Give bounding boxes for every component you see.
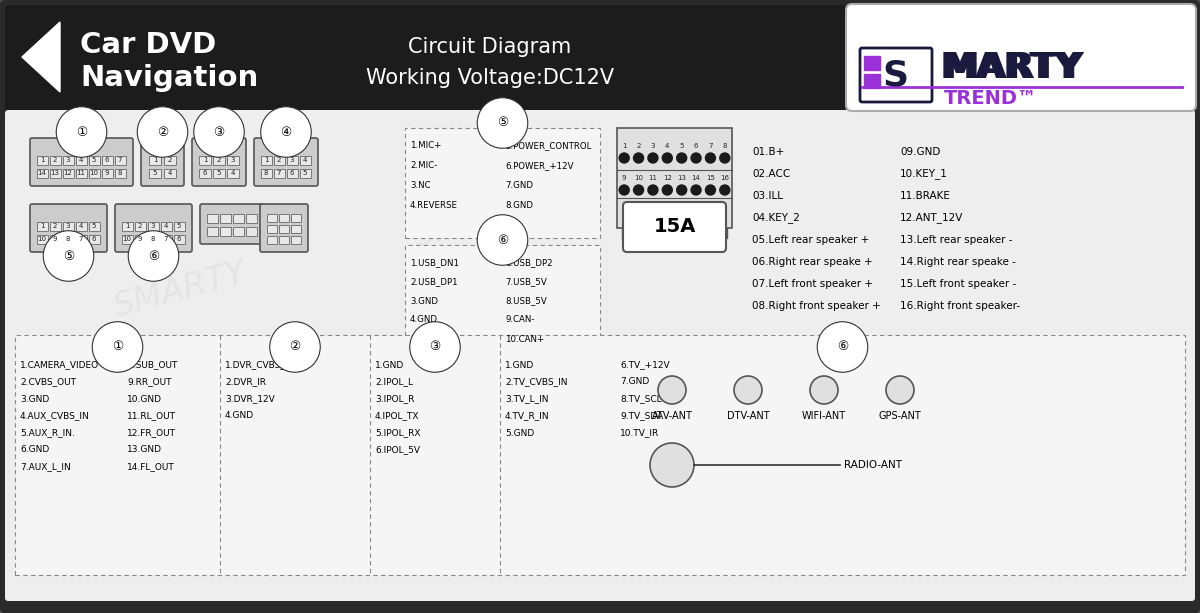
Text: DTV-ANT: DTV-ANT (727, 411, 769, 421)
Bar (220, 214, 230, 223)
Text: 4: 4 (79, 223, 83, 229)
Text: SMARTY: SMARTY (730, 346, 870, 414)
Text: 2: 2 (636, 143, 641, 149)
Text: 3.GND: 3.GND (20, 395, 49, 403)
Circle shape (634, 185, 643, 195)
Text: 4.AUX_CVBS_IN: 4.AUX_CVBS_IN (20, 411, 90, 421)
Bar (406, 245, 600, 360)
Text: 14.FL_OUT: 14.FL_OUT (127, 462, 175, 471)
Text: 7: 7 (277, 170, 281, 176)
Bar (208, 227, 218, 236)
Text: 3: 3 (66, 157, 71, 163)
Text: 5: 5 (679, 143, 684, 149)
Text: 5.GND: 5.GND (505, 428, 534, 438)
Text: 10.GND: 10.GND (127, 395, 162, 403)
Bar (300, 156, 311, 165)
Text: 8: 8 (118, 170, 122, 176)
Bar (292, 214, 301, 222)
Text: 08.Right front speaker +: 08.Right front speaker + (752, 301, 881, 311)
Circle shape (619, 153, 629, 163)
Bar (149, 156, 161, 165)
Text: 3.GND: 3.GND (410, 297, 438, 305)
Circle shape (662, 185, 672, 195)
Text: 11.RL_OUT: 11.RL_OUT (127, 411, 176, 421)
Text: 3.IPOL_R: 3.IPOL_R (374, 395, 414, 403)
Bar (246, 227, 257, 236)
Bar (164, 169, 176, 178)
Text: 2: 2 (168, 157, 172, 163)
Bar (622, 228, 647, 238)
Bar (89, 156, 100, 165)
Bar (278, 225, 289, 233)
Text: Navigation: Navigation (80, 64, 258, 92)
Text: 1.MIC+: 1.MIC+ (410, 142, 442, 151)
Bar (76, 156, 88, 165)
Bar (76, 222, 88, 231)
Circle shape (810, 376, 838, 404)
Bar (64, 156, 74, 165)
FancyBboxPatch shape (5, 5, 1195, 115)
Circle shape (677, 185, 686, 195)
Text: 13: 13 (50, 170, 60, 176)
Text: 5: 5 (302, 170, 307, 176)
Text: 6.TV_+12V: 6.TV_+12V (620, 360, 670, 370)
Text: 10.KEY_1: 10.KEY_1 (900, 169, 948, 180)
Text: 06.Right rear speake +: 06.Right rear speake + (752, 257, 872, 267)
Text: 6: 6 (203, 170, 208, 176)
Text: 4: 4 (302, 157, 307, 163)
Text: 3: 3 (289, 157, 294, 163)
Text: 4: 4 (168, 170, 172, 176)
Polygon shape (22, 22, 60, 92)
Text: 4: 4 (79, 157, 83, 163)
Text: 5.POWER_CONTROL: 5.POWER_CONTROL (505, 142, 592, 151)
Text: 7: 7 (118, 157, 122, 163)
Text: 13.Left rear speaker -: 13.Left rear speaker - (900, 235, 1013, 245)
Text: GPS-ANT: GPS-ANT (878, 411, 922, 421)
Text: 10: 10 (634, 175, 643, 181)
Text: 4.REVERSE: 4.REVERSE (410, 202, 458, 210)
FancyBboxPatch shape (5, 110, 1195, 601)
Text: 3.NC: 3.NC (410, 181, 431, 191)
Text: 2: 2 (217, 157, 221, 163)
Circle shape (691, 153, 701, 163)
Circle shape (662, 153, 672, 163)
Circle shape (706, 185, 715, 195)
Text: 10.TV_IR: 10.TV_IR (620, 428, 659, 438)
Bar (214, 156, 226, 165)
Bar (50, 169, 61, 178)
Bar (864, 74, 880, 88)
Bar (292, 236, 301, 244)
FancyBboxPatch shape (115, 204, 192, 252)
Bar (233, 214, 244, 223)
Text: 4.GND: 4.GND (410, 316, 438, 324)
Text: 09.GND: 09.GND (900, 147, 941, 157)
Text: 6.POWER_+12V: 6.POWER_+12V (505, 161, 574, 170)
Text: 3: 3 (66, 223, 71, 229)
Text: 5: 5 (152, 170, 157, 176)
Circle shape (691, 185, 701, 195)
Bar (227, 169, 239, 178)
Text: 6: 6 (104, 157, 109, 163)
Text: 14: 14 (691, 175, 701, 181)
Bar (14, 335, 1186, 575)
Circle shape (648, 153, 658, 163)
Text: 7: 7 (79, 236, 83, 242)
Bar (174, 235, 185, 244)
Text: 7: 7 (708, 143, 713, 149)
Text: 15: 15 (706, 175, 715, 181)
Bar (164, 156, 176, 165)
Text: 6: 6 (176, 236, 181, 242)
Text: 4: 4 (164, 223, 168, 229)
FancyBboxPatch shape (617, 128, 732, 228)
Text: ⑤: ⑤ (497, 116, 508, 129)
Bar (37, 156, 48, 165)
Text: 6.USB_DP2: 6.USB_DP2 (505, 259, 553, 267)
Text: 11: 11 (648, 175, 658, 181)
Text: 8: 8 (722, 143, 727, 149)
Bar (199, 156, 211, 165)
FancyBboxPatch shape (260, 204, 308, 252)
FancyBboxPatch shape (30, 204, 107, 252)
Bar (64, 222, 74, 231)
Text: 14.Right rear speake -: 14.Right rear speake - (900, 257, 1016, 267)
